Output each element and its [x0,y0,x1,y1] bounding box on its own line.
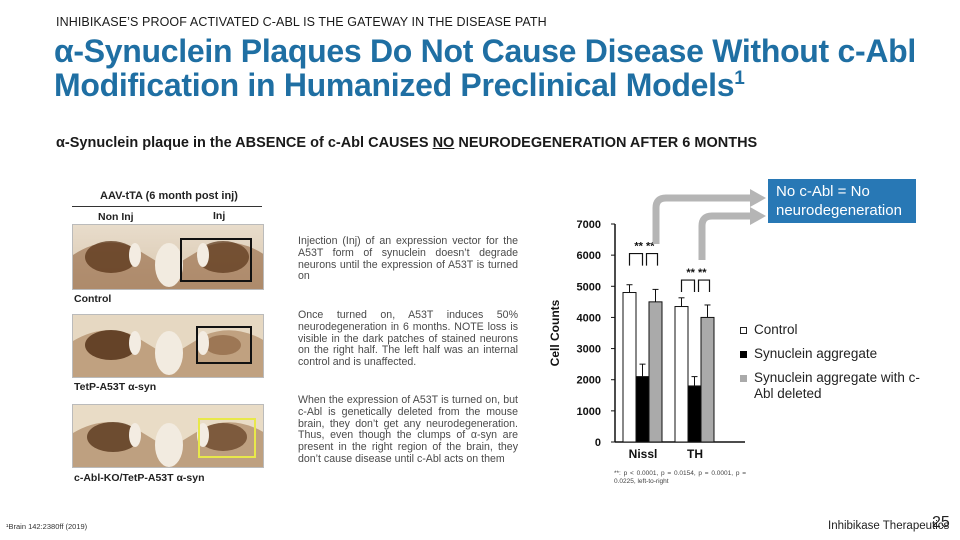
legend-item-cabl-deleted: Synuclein aggregate with c-Abl deleted [738,370,938,402]
legend-label-synuclein: Synuclein aggregate [754,346,878,361]
panel-divider [72,206,262,207]
callout-arrows [652,189,766,260]
significance-bracket [680,279,696,293]
callout-box: No c-Abl = No neurodegeneration [768,179,916,223]
subtitle-after: NEURODEGENERATION AFTER 6 MONTHS [454,135,758,151]
row-label-cabl-ko: c-Abl-KO/TetP-A53T α-syn [74,472,205,484]
y-tick-label: 4000 [577,312,601,324]
brain-section-tetp-image [72,314,264,378]
significance-label: ** ** [686,267,707,279]
legend-swatch-synuclein [740,351,747,358]
y-tick-label: 6000 [577,250,601,262]
page-number: 25 [932,514,950,531]
row-description-cabl-ko: When the expression of A53T is turned on… [298,394,518,465]
significance-bracket [697,279,711,293]
bar [622,292,637,443]
subtitle-before: α-Synuclein plaque in the ABSENCE of c-A… [56,135,433,151]
cell-count-chart: Cell Counts 0 1000 2000 3000 4000 5000 6000 7000… [545,210,750,500]
brand-name: Inhibikase Therapeutics [828,520,950,532]
bar [635,376,650,443]
y-tick-label: 3000 [577,344,601,356]
chart-footnote: **: p < 0.0001, p = 0.0154, p = 0.0001, … [614,470,746,485]
bar [648,301,663,443]
legend-label-control: Control [754,322,798,337]
y-tick-label: 1000 [577,406,601,418]
row-label-tetp: TetP-A53T α-syn [74,381,157,393]
row-description-control: Injection (Inj) of an expression vector … [298,235,518,283]
y-tick-label: 5000 [577,281,601,293]
brain-section-cabl-ko-image [72,404,264,468]
chart-legend: Control Synuclein aggregate Synuclein ag… [738,322,938,410]
bar [674,306,689,443]
legend-item-synuclein: Synuclein aggregate [738,346,938,362]
y-tick-label: 7000 [577,219,601,231]
significance-label: ** ** [634,241,655,253]
slide-title: α-Synuclein Plaques Do Not Cause Disease… [54,34,944,102]
bar [700,316,715,443]
legend-item-control: Control [738,322,938,338]
slide-subtitle: α-Synuclein plaque in the ABSENCE of c-A… [56,135,757,151]
column-label-inj: Inj [213,210,226,222]
legend-swatch-cabl-deleted [740,375,747,382]
title-line-1: α-Synuclein Plaques Do Not Cause Disease… [54,33,917,69]
slide-kicker: INHIBIKASE’S PROOF ACTIVATED C-ABL IS TH… [56,15,547,29]
bar [687,385,702,443]
panel-header: AAV-tTA (6 month post inj) [100,190,238,202]
y-axis-title: Cell Counts [548,299,562,366]
footnote-reference: ¹Brain 142:2380ff (2019) [6,522,88,531]
subtitle-emphasis: NO [432,135,455,151]
legend-swatch-control [740,327,747,334]
row-description-tetp: Once turned on, A53T induces 50% neurode… [298,309,518,369]
row-label-control: Control [74,293,112,305]
title-footnote-marker: 1 [734,68,745,89]
x-category-label: Nissl [629,447,658,461]
legend-label-cabl-deleted: Synuclein aggregate with c-Abl deleted [754,370,920,401]
significance-bracket [628,252,644,266]
y-tick-label: 0 [595,437,601,449]
brain-section-control-image [72,224,264,290]
y-tick-label: 2000 [577,375,601,387]
x-category-label: TH [687,447,703,461]
column-label-non-inj: Non Inj [98,211,134,223]
significance-bracket [645,252,659,266]
title-line-2: Modification in Humanized Preclinical Mo… [54,67,735,103]
